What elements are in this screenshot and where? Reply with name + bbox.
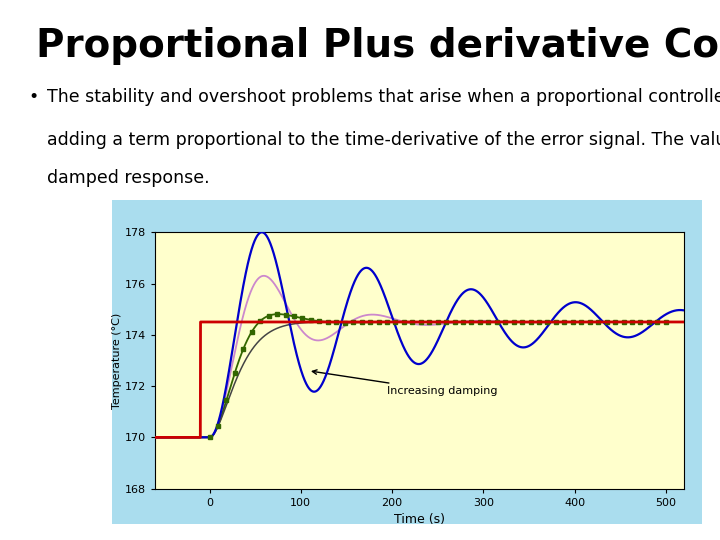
Y-axis label: Temperature (°C): Temperature (°C) (112, 312, 122, 409)
Text: The stability and overshoot problems that arise when a proportional controller i: The stability and overshoot problems tha… (47, 88, 720, 106)
Text: •: • (29, 88, 39, 106)
Text: Proportional Plus derivative Control (: Proportional Plus derivative Control ( (36, 27, 720, 65)
X-axis label: Time (s): Time (s) (394, 514, 445, 526)
Text: Increasing damping: Increasing damping (312, 370, 498, 396)
Text: damped response.: damped response. (47, 169, 210, 187)
Text: adding a term proportional to the time-derivative of the error signal. The value: adding a term proportional to the time-d… (47, 131, 720, 150)
